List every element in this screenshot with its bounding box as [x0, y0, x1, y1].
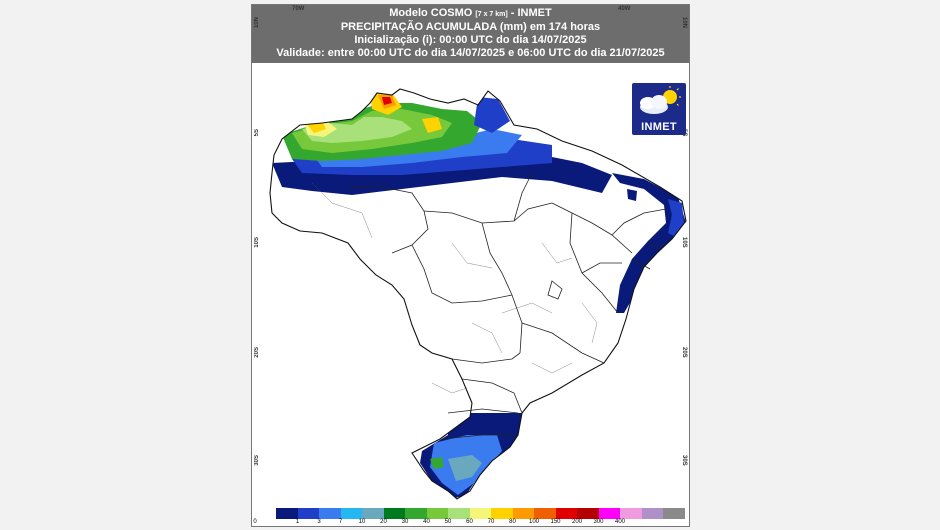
corner-lat-label: 10N: [254, 17, 260, 29]
legend-tick-label: 70: [487, 519, 495, 525]
legend-swatch: [641, 508, 663, 519]
legend-swatch: [577, 508, 599, 519]
cloud-sun-icon: [640, 86, 681, 114]
brazil-precipitation-map: [252, 63, 689, 507]
legend-tick-label: 1: [295, 519, 300, 525]
legend-bar: [276, 508, 685, 519]
map-canvas: [269, 88, 687, 500]
init-time: Inicialização (i): 00:00 UTC do dia 14/0…: [354, 34, 587, 46]
model-resolution: [7 x 7 km]: [475, 11, 508, 18]
model-title: Modelo COSMO [7 x 7 km] - INMET: [252, 7, 689, 21]
legend-swatch: [512, 508, 534, 519]
legend-tick-label: 7: [338, 519, 343, 525]
legend-swatch: [405, 508, 427, 519]
legend-tick-label: 0: [253, 519, 257, 525]
inmet-logo: INMET: [632, 83, 686, 135]
lon-label-70w: 70W: [292, 6, 305, 12]
legend-tick-label: 200: [571, 519, 583, 525]
model-name: Modelo COSMO: [389, 7, 473, 19]
legend-tick-label: 400: [614, 519, 626, 525]
legend-tick-label: 60: [466, 519, 473, 525]
legend-tick-label: 300: [593, 519, 604, 525]
legend-swatch: [426, 508, 448, 519]
validity-period: Validade: entre 00:00 UTC do dia 14/07/2…: [276, 47, 665, 59]
legend-tick-label: 50: [444, 519, 452, 525]
legend-swatch: [448, 508, 470, 519]
color-legend: 0 1 3 7 10 20 30 40 50 60 70 80 100 150 200 300 400: [252, 508, 689, 526]
lat-label-20s-right: 20S: [681, 347, 687, 358]
state-borders: [269, 88, 687, 500]
legend-swatch: [297, 508, 319, 519]
lon-label-40w: 40W: [618, 6, 631, 12]
legend-tick-label: 40: [423, 519, 430, 525]
region-borders: [311, 182, 598, 394]
lat-label-5s: 5S: [254, 129, 260, 137]
legend-swatch: [598, 508, 620, 519]
lat-label-10s-right: 10S: [681, 237, 687, 248]
corner-lat-label-right: 10N: [681, 17, 687, 29]
legend-swatch: [340, 508, 362, 519]
legend-swatch: [663, 508, 685, 519]
legend-swatch: [491, 508, 513, 519]
lat-label-30s-right: 30S: [681, 455, 687, 466]
model-source: - INMET: [510, 7, 552, 19]
legend-swatch: [276, 508, 298, 519]
lat-label-10s: 10S: [254, 237, 260, 248]
legend-swatch: [620, 508, 642, 519]
legend-swatch: [362, 508, 384, 519]
legend-tick-label: 150: [550, 519, 561, 525]
legend-swatch: [534, 508, 556, 519]
logo-text: INMET: [641, 121, 677, 133]
lat-label-20s: 20S: [254, 347, 260, 358]
legend-tick-label: 30: [401, 519, 409, 525]
legend-ticks: 0 1 3 7 10 20 30 40 50 60 70 80 100 150 200 300 400: [252, 519, 689, 527]
legend-swatch: [555, 508, 577, 519]
lat-label-30s: 30S: [254, 455, 260, 466]
legend-swatch: [319, 508, 341, 519]
product-title: PRECIPITAÇÃO ACUMULADA (mm) em 174 horas: [340, 21, 601, 33]
legend-tick-label: 3: [317, 519, 321, 525]
precipitation-layer: [272, 93, 686, 499]
map-header: Modelo COSMO [7 x 7 km] - INMET PRECIPIT…: [252, 5, 689, 63]
legend-tick-label: 100: [528, 519, 540, 525]
map-panel: Modelo COSMO [7 x 7 km] - INMET PRECIPIT…: [251, 4, 690, 527]
legend-swatch: [469, 508, 491, 519]
legend-tick-label: 10: [358, 519, 366, 525]
legend-tick-label: 80: [509, 519, 516, 525]
legend-swatch: [383, 508, 405, 519]
legend-tick-label: 20: [380, 519, 387, 525]
